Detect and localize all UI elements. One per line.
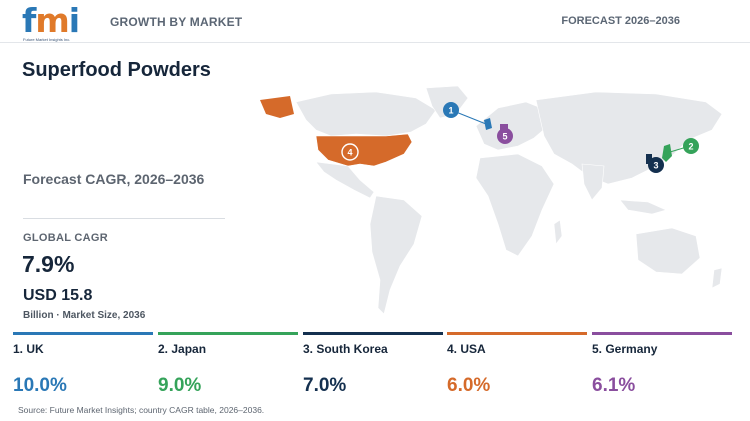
card-accent-bar [158,332,298,335]
country-name: 2. Japan [158,342,207,356]
logo-tagline: Future Market Insights Inc. [23,37,71,42]
card-accent-bar [303,332,443,335]
marker-usa-label: 4 [347,148,352,158]
country-card-germany: 5. Germany 6.1% [592,332,732,402]
new-zealand-landmass [711,267,723,289]
country-cagr: 6.1% [592,375,636,396]
cagr-period-label: Forecast CAGR, 2026–2036 [23,171,205,187]
south-america-landmass [369,195,423,315]
country-cagr: 9.0% [158,375,202,396]
card-accent-bar [447,332,587,335]
market-size-value: USD 15.8 [23,287,93,304]
global-cagr-value: 7.9% [22,251,75,277]
country-name: 5. Germany [592,342,658,356]
asia-landmass [535,91,723,185]
marker-japan: 2 [683,138,699,154]
summary-divider [23,218,225,219]
marker-japan-label: 2 [688,142,693,152]
forecast-period: FORECAST 2026–2036 [561,15,680,27]
country-name: 3. South Korea [303,342,388,356]
central-america-landmass [315,161,375,199]
fmi-logo[interactable]: fmi Future Market Insights Inc. [22,4,94,42]
land-masses [295,85,723,315]
marker-uk-label: 1 [448,106,453,116]
country-name: 1. UK [13,342,44,356]
logo-letter-f: f [22,1,36,40]
country-cagr: 7.0% [303,375,347,396]
india-landmass [581,163,605,201]
map-markers: 1 2 3 4 5 [341,102,699,173]
alaska-highlight [260,96,294,118]
africa-landmass [475,153,555,257]
marker-uk: 1 [443,102,459,118]
marker-germany-dot [497,128,513,144]
uk-highlight [484,118,492,130]
world-map: 1 2 3 4 5 [260,85,723,315]
top-bar: fmi Future Market Insights Inc. GROWTH B… [0,0,750,43]
section-title: GROWTH BY MARKET [110,15,243,29]
country-cards: 1. UK 10.0% 2. Japan 9.0% 3. South Korea… [13,332,733,402]
europe-landmass [475,101,549,151]
page-title: Superfood Powders [22,59,211,81]
logo-letter-m: m [35,1,69,40]
marker-korea-label: 3 [653,161,658,171]
country-cagr: 6.0% [447,375,491,396]
marker-germany: 5 [497,128,513,144]
marker-japan-dot [683,138,699,154]
madagascar-landmass [553,219,563,245]
country-card-japan: 2. Japan 9.0% [158,332,298,402]
usa-highlight [315,133,413,167]
marker-uk-dot [443,102,459,118]
marker-usa: 4 [341,143,359,161]
logo-letters: fmi [22,4,94,37]
card-accent-bar [592,332,732,335]
japan-highlight [662,144,672,162]
global-cagr-label: GLOBAL CAGR [23,232,108,244]
australia-landmass [635,227,701,275]
country-card-south-korea: 3. South Korea 7.0% [303,332,443,402]
marker-south-korea: 3 [648,157,664,173]
marker-korea-dot [648,157,664,173]
source-note: Source: Future Market Insights; country … [18,405,265,415]
marker-germany-label: 5 [502,132,507,142]
country-name: 4. USA [447,342,486,356]
logo-letter-i: i [68,1,80,40]
indonesia-landmass [619,199,667,215]
country-cagr: 10.0% [13,375,67,396]
country-card-usa: 4. USA 6.0% [447,332,587,402]
card-accent-bar [13,332,153,335]
country-card-uk: 1. UK 10.0% [13,332,153,402]
market-size-caption: Billion · Market Size, 2036 [23,310,146,321]
canada-landmass [295,91,437,137]
marker-usa-dot [341,143,359,161]
